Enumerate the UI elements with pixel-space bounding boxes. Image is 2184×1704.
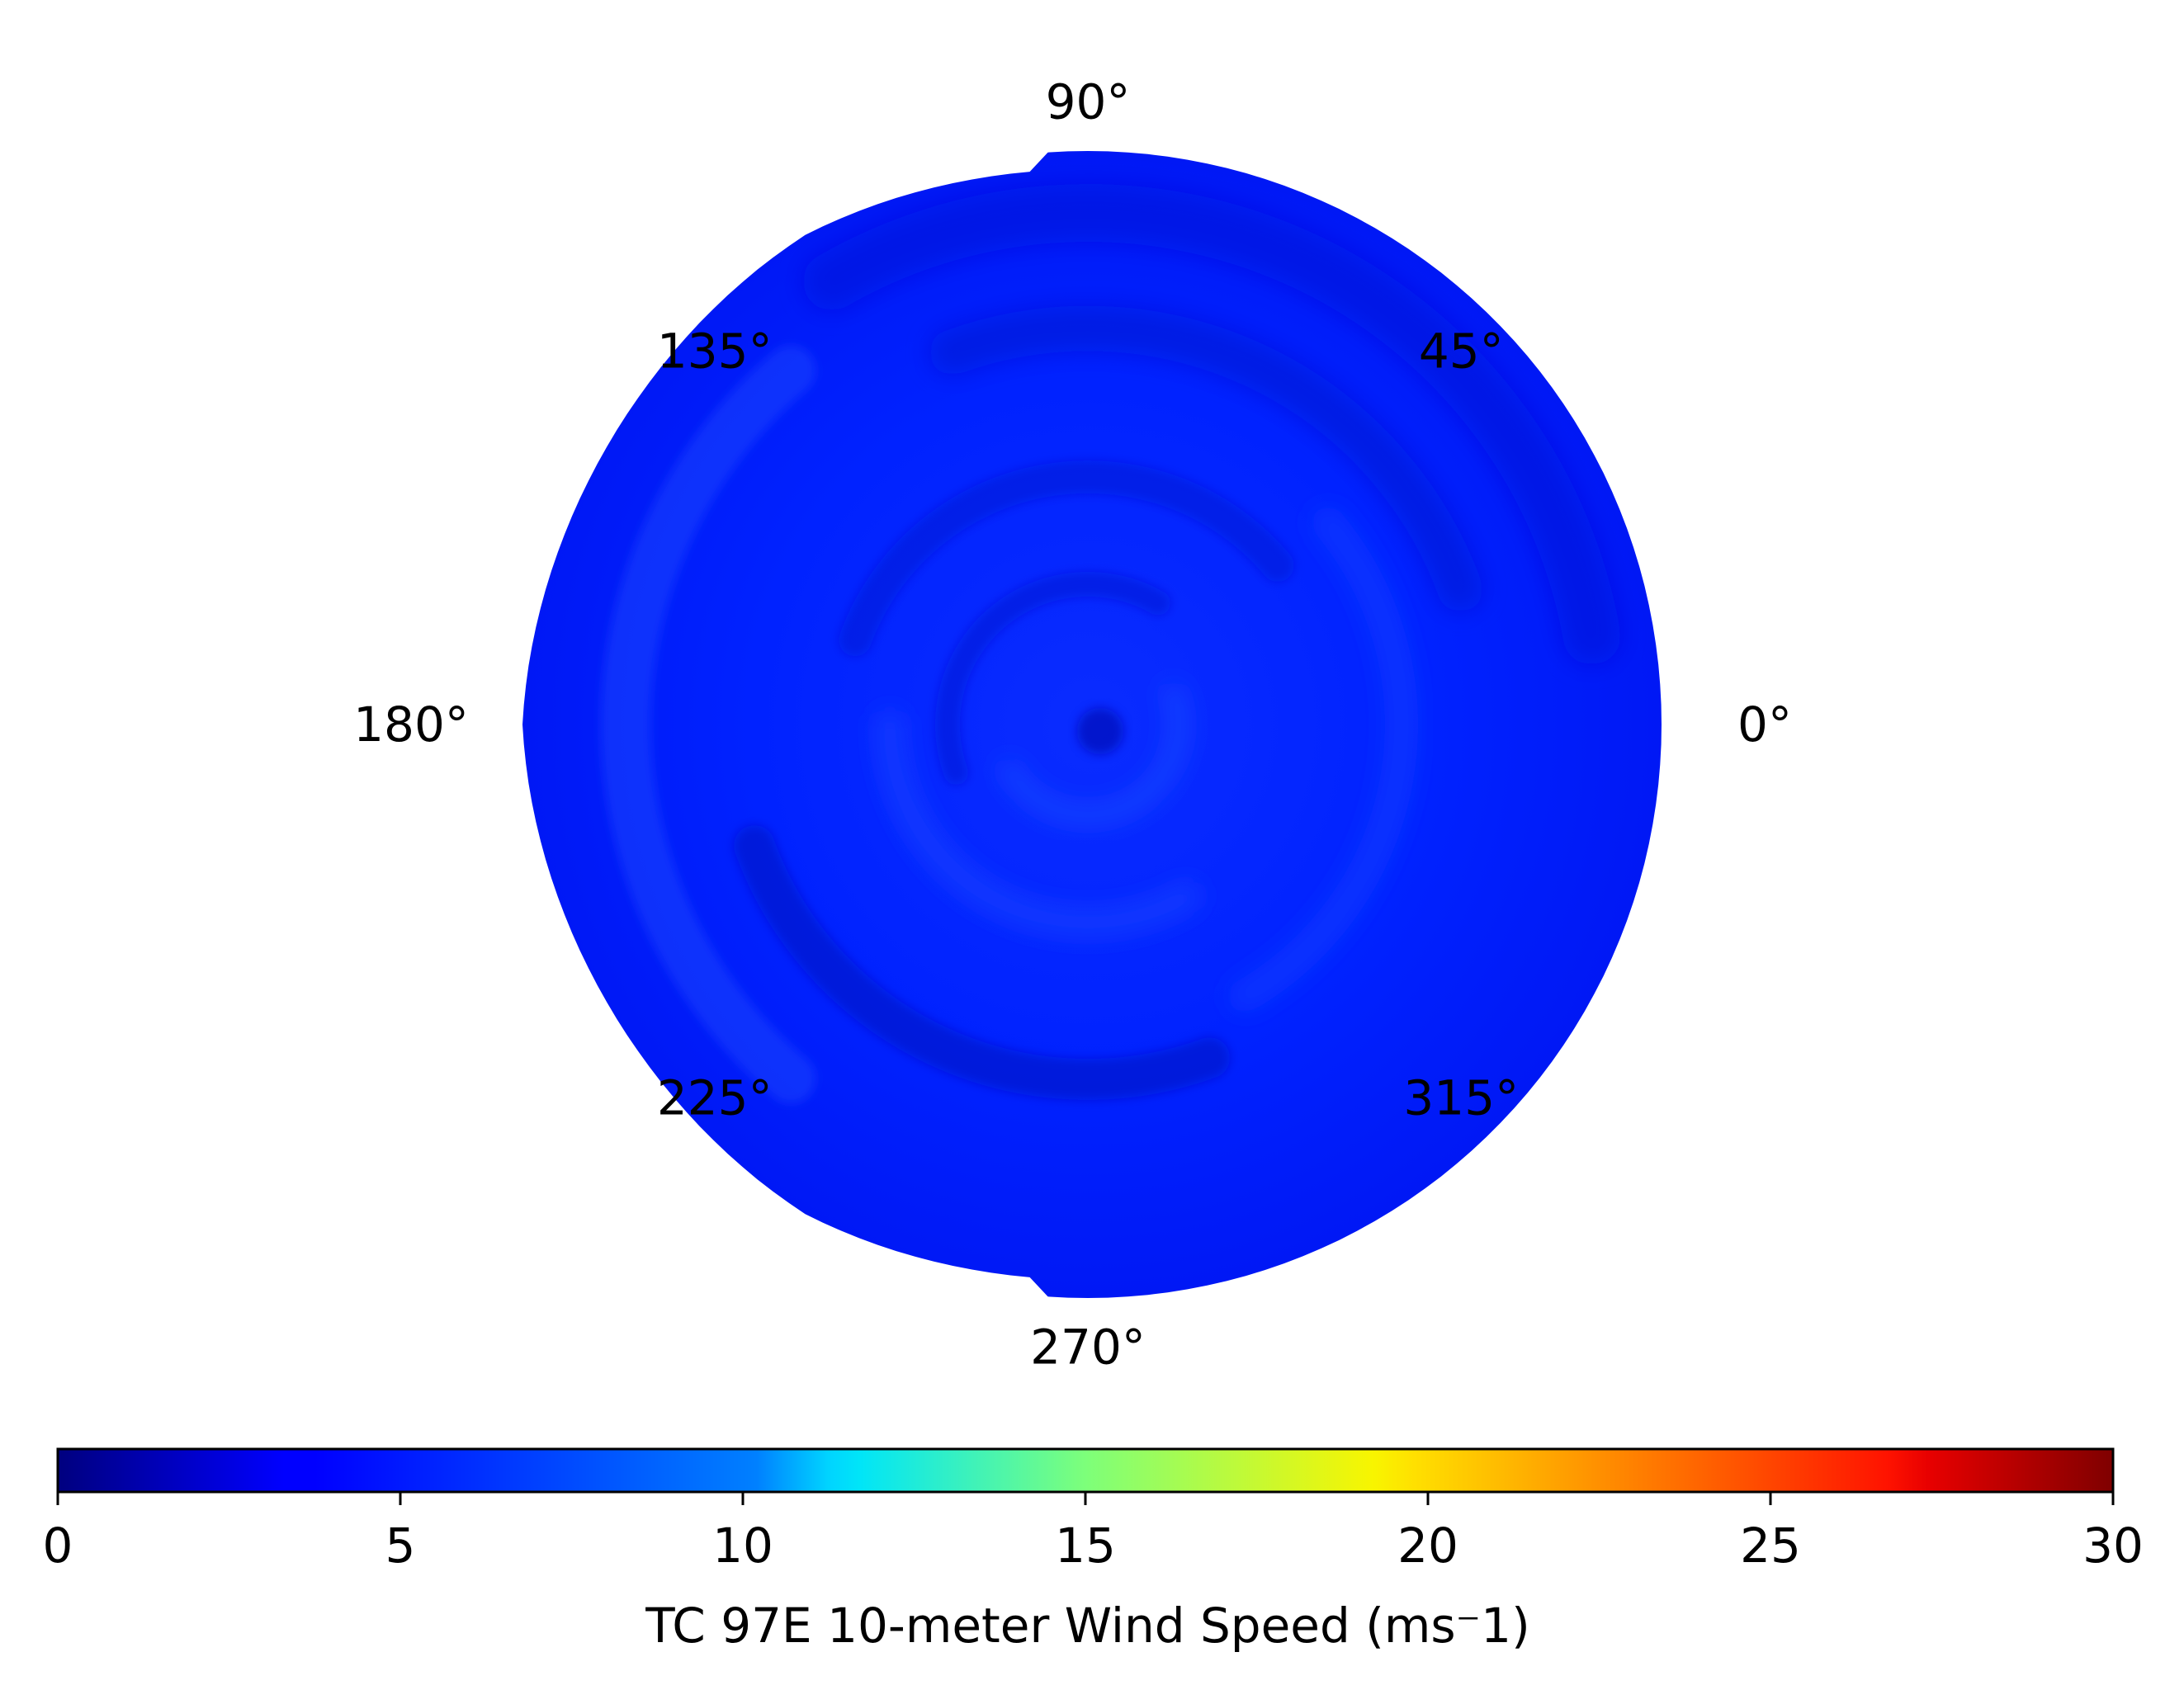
texture-band	[839, 460, 1294, 657]
colorbar-tick-label: 30	[2082, 1518, 2144, 1574]
texture-band	[935, 572, 1170, 786]
storm-eye	[1077, 708, 1123, 754]
texture-band	[929, 305, 1483, 612]
angular-tick-label: 180°	[353, 696, 469, 753]
texture-band	[733, 825, 1231, 1100]
angular-tick-label: 270°	[1030, 1319, 1146, 1375]
colorbar-gradient	[56, 1447, 2115, 1494]
texture-band	[601, 346, 816, 1103]
wind-speed-texture	[601, 184, 1621, 1103]
colorbar-label: TC 97E 10-meter Wind Speed (ms⁻1)	[645, 1598, 1529, 1654]
texture-band	[875, 710, 1202, 937]
angular-tick-label: 0°	[1737, 696, 1792, 753]
colorbar: 0 5 10 15 20 25 30 TC 97E 10-meter Wind Speed …	[43, 1447, 2144, 1654]
colorbar-tick-label: 15	[1055, 1518, 1116, 1574]
colorbar-ticks: 0 5 10 15 20 25 30	[43, 1492, 2144, 1574]
texture-band	[999, 682, 1189, 826]
colorbar-tick-label: 20	[1397, 1518, 1458, 1574]
colorbar-tick-label: 5	[385, 1518, 416, 1574]
colorbar-tick-label: 10	[712, 1518, 773, 1574]
polar-field	[522, 151, 1662, 1298]
angular-tick-label: 90°	[1046, 74, 1131, 130]
angular-tick-label: 45°	[1419, 323, 1504, 380]
colorbar-tick-label: 0	[43, 1518, 73, 1574]
texture-band	[1228, 506, 1418, 1013]
colorbar-tick-label: 25	[1740, 1518, 1801, 1574]
angular-tick-label: 135°	[657, 323, 773, 380]
angular-tick-label: 225°	[657, 1069, 773, 1126]
texture-band	[803, 184, 1621, 665]
angular-tick-labels: 0° 45° 90° 135° 180° 225° 270° 315°	[353, 74, 1792, 1376]
angular-tick-label: 315°	[1403, 1069, 1519, 1126]
